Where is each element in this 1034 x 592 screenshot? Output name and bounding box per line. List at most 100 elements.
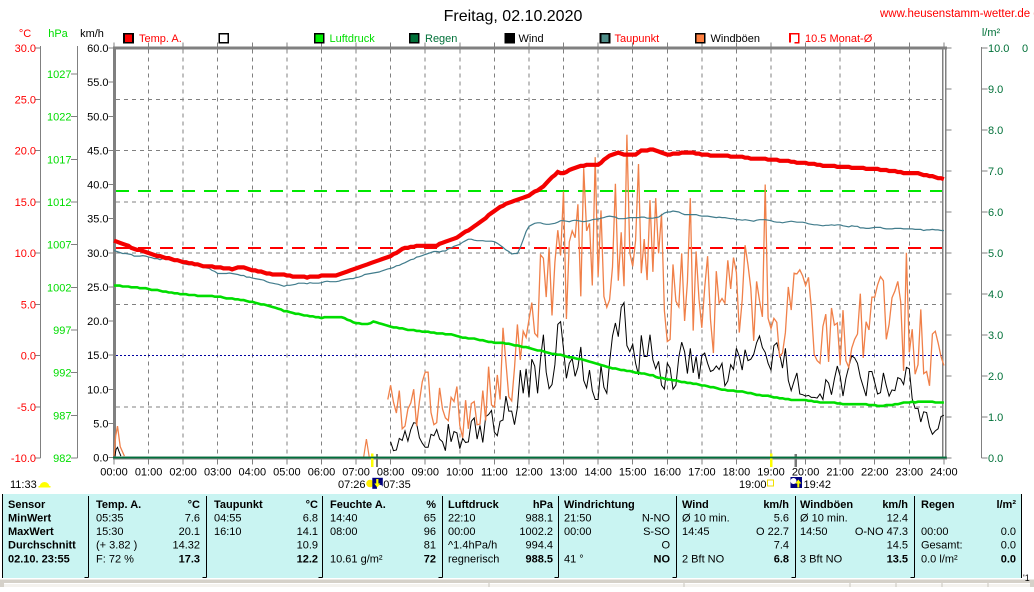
svg-text:07:26: 07:26: [338, 479, 366, 491]
svg-text:04:55: 04:55: [214, 513, 242, 525]
svg-text:16:10: 16:10: [214, 526, 242, 538]
svg-text:997: 997: [53, 325, 71, 337]
svg-text:19:42: 19:42: [804, 479, 832, 491]
svg-text:Regen: Regen: [425, 33, 457, 45]
svg-text:20.1: 20.1: [179, 526, 200, 538]
svg-text:0.0 l/m²: 0.0 l/m²: [921, 554, 958, 566]
svg-text:00:00: 00:00: [100, 467, 128, 479]
svg-text:14:40: 14:40: [330, 513, 358, 525]
svg-text:30.0: 30.0: [87, 248, 108, 260]
svg-text:Freitag, 02.10.2020: Freitag, 02.10.2020: [444, 8, 583, 25]
svg-text:40.0: 40.0: [87, 180, 108, 192]
svg-text:5.6: 5.6: [774, 513, 789, 525]
svg-text:10:00: 10:00: [446, 467, 474, 479]
svg-text:18:00: 18:00: [723, 467, 751, 479]
svg-text:22:10: 22:10: [448, 513, 476, 525]
svg-text:12.4: 12.4: [887, 513, 908, 525]
svg-text:988.5: 988.5: [525, 554, 553, 566]
svg-text:2 Bft NO: 2 Bft NO: [682, 554, 725, 566]
svg-text:1022: 1022: [47, 112, 71, 124]
svg-text:0: 0: [1022, 43, 1028, 55]
svg-text:4.0: 4.0: [988, 289, 1003, 301]
svg-text:7.4: 7.4: [774, 540, 789, 552]
svg-text:15.0: 15.0: [15, 197, 36, 209]
svg-text:Luftdruck: Luftdruck: [448, 499, 500, 511]
svg-text:41 °: 41 °: [564, 554, 584, 566]
svg-text:21:50: 21:50: [564, 513, 592, 525]
svg-text:0.0: 0.0: [988, 453, 1003, 465]
svg-text:14:00: 14:00: [584, 467, 612, 479]
svg-text:MinWert: MinWert: [8, 513, 52, 525]
svg-text:04:00: 04:00: [239, 467, 267, 479]
svg-text:30.0: 30.0: [15, 43, 36, 55]
svg-text:Luftdruck: Luftdruck: [330, 33, 376, 45]
svg-text:00:00: 00:00: [921, 526, 949, 538]
svg-text:(+ 3.82 ): (+ 3.82 ): [96, 540, 137, 552]
svg-text:20.0: 20.0: [87, 316, 108, 328]
svg-text:14.5: 14.5: [887, 540, 908, 552]
svg-text:20:00: 20:00: [792, 467, 820, 479]
svg-text:hPa: hPa: [48, 28, 68, 40]
svg-text:3.0: 3.0: [988, 330, 1003, 342]
svg-text:1.0: 1.0: [988, 412, 1003, 424]
svg-text:12.2: 12.2: [297, 554, 318, 566]
svg-text:13.5: 13.5: [887, 554, 908, 566]
svg-text:Gesamt:: Gesamt:: [921, 540, 963, 552]
svg-text:0.0: 0.0: [1001, 554, 1016, 566]
svg-text:regnerisch: regnerisch: [448, 554, 499, 566]
svg-text:09:00: 09:00: [411, 467, 439, 479]
svg-text:Temp. A.: Temp. A.: [139, 33, 182, 45]
svg-text:992: 992: [53, 368, 71, 380]
svg-text:00:00: 00:00: [448, 526, 476, 538]
svg-text:%: %: [426, 499, 436, 511]
svg-text:°C: °C: [188, 499, 200, 511]
svg-text:15:30: 15:30: [96, 526, 124, 538]
svg-text:1002: 1002: [47, 282, 71, 294]
svg-text:65: 65: [424, 513, 436, 525]
svg-text:17.3: 17.3: [179, 554, 200, 566]
svg-text:N-NO: N-NO: [642, 513, 671, 525]
svg-text:l/m²: l/m²: [982, 27, 1001, 39]
svg-text:Ø 10 min.: Ø 10 min.: [800, 513, 848, 525]
svg-text:1012: 1012: [47, 197, 71, 209]
svg-text:12:00: 12:00: [515, 467, 543, 479]
svg-text:0.0: 0.0: [93, 453, 108, 465]
svg-text:994.4: 994.4: [525, 540, 553, 552]
svg-text:01:00: 01:00: [135, 467, 163, 479]
svg-text:l/m²: l/m²: [996, 499, 1016, 511]
svg-text:O-NO 47.3: O-NO 47.3: [855, 526, 908, 538]
svg-text:07:35: 07:35: [383, 479, 411, 491]
svg-text:10.61 g/m²: 10.61 g/m²: [330, 554, 383, 566]
svg-text:S-SO: S-SO: [643, 526, 670, 538]
svg-text:982: 982: [53, 453, 71, 465]
svg-text:23:00: 23:00: [896, 467, 924, 479]
svg-text:10.0: 10.0: [988, 43, 1009, 55]
svg-text:14:50: 14:50: [800, 526, 828, 538]
svg-text:06:00: 06:00: [308, 467, 336, 479]
svg-text:km/h: km/h: [80, 28, 104, 40]
svg-text:19:00: 19:00: [739, 479, 767, 491]
svg-text:15.0: 15.0: [87, 350, 108, 362]
svg-text:14.1: 14.1: [297, 526, 318, 538]
svg-text:5.0: 5.0: [988, 248, 1003, 260]
svg-text:www.heusenstamm-wetter.de de: www.heusenstamm-wetter.de de: [879, 8, 1034, 20]
svg-text:hPa: hPa: [533, 499, 554, 511]
svg-text:Durchschnitt: Durchschnitt: [8, 540, 76, 552]
svg-text:Feuchte A.: Feuchte A.: [330, 499, 386, 511]
svg-text:5.0: 5.0: [93, 418, 108, 430]
svg-text:05:00: 05:00: [273, 467, 301, 479]
svg-text:0.0: 0.0: [21, 351, 36, 363]
svg-text:14.32: 14.32: [172, 540, 200, 552]
svg-text:-5.0: -5.0: [17, 402, 36, 414]
svg-text:20.0: 20.0: [15, 146, 36, 158]
svg-text:NO: NO: [654, 554, 671, 566]
svg-text:7.6: 7.6: [185, 513, 200, 525]
svg-text:Taupunkt: Taupunkt: [214, 499, 263, 511]
svg-text:45.0: 45.0: [87, 145, 108, 157]
svg-text:13:00: 13:00: [550, 467, 578, 479]
svg-text:O 22.7: O 22.7: [756, 526, 789, 538]
svg-text:^1.4hPa/h: ^1.4hPa/h: [448, 540, 497, 552]
svg-text:60.0: 60.0: [87, 43, 108, 55]
svg-text:Wind: Wind: [519, 33, 544, 45]
svg-text:-10.0: -10.0: [11, 453, 36, 465]
